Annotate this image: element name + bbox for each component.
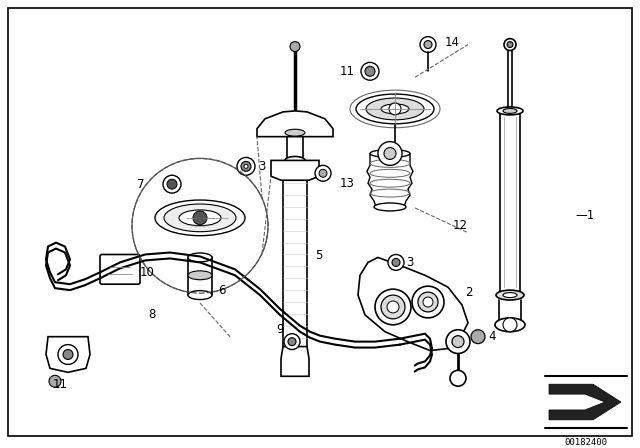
Ellipse shape (350, 90, 440, 128)
Ellipse shape (496, 290, 524, 300)
Circle shape (49, 375, 61, 387)
Ellipse shape (497, 107, 523, 115)
Circle shape (63, 349, 73, 359)
Circle shape (284, 334, 300, 349)
Polygon shape (358, 258, 468, 350)
Polygon shape (281, 347, 309, 376)
Circle shape (237, 157, 255, 175)
Circle shape (167, 179, 177, 189)
Circle shape (319, 169, 327, 177)
Circle shape (290, 42, 300, 52)
Circle shape (392, 258, 400, 267)
Text: 8: 8 (148, 308, 156, 321)
Text: —1: —1 (575, 209, 595, 222)
Circle shape (471, 330, 485, 344)
Text: 13: 13 (340, 177, 355, 190)
Circle shape (418, 292, 438, 312)
Text: 3: 3 (406, 256, 413, 269)
Polygon shape (367, 154, 413, 207)
Circle shape (193, 211, 207, 225)
Circle shape (384, 147, 396, 159)
Circle shape (503, 318, 517, 332)
Circle shape (389, 103, 401, 115)
Circle shape (412, 286, 444, 318)
Ellipse shape (155, 200, 245, 236)
Circle shape (315, 165, 331, 181)
Circle shape (420, 37, 436, 52)
Ellipse shape (188, 291, 212, 300)
Ellipse shape (374, 203, 406, 211)
Circle shape (507, 42, 513, 47)
Circle shape (504, 39, 516, 51)
Text: 11: 11 (52, 378, 67, 391)
Text: 6: 6 (218, 284, 225, 297)
Circle shape (361, 62, 379, 80)
Circle shape (365, 66, 375, 76)
Polygon shape (46, 337, 90, 372)
Text: 10: 10 (140, 266, 155, 279)
Ellipse shape (366, 98, 424, 120)
Text: 9: 9 (276, 323, 284, 336)
Circle shape (163, 175, 181, 193)
Circle shape (388, 254, 404, 270)
Circle shape (387, 301, 399, 313)
Circle shape (375, 289, 411, 325)
Circle shape (58, 345, 78, 364)
Ellipse shape (503, 293, 517, 297)
Polygon shape (271, 160, 319, 180)
Ellipse shape (188, 253, 212, 262)
FancyBboxPatch shape (100, 254, 140, 284)
Text: 5: 5 (315, 249, 323, 262)
Circle shape (424, 41, 432, 48)
Ellipse shape (164, 204, 236, 232)
Ellipse shape (188, 271, 212, 280)
Text: 14: 14 (445, 36, 460, 49)
Text: 3: 3 (258, 160, 266, 173)
Polygon shape (549, 384, 621, 420)
Ellipse shape (381, 104, 409, 114)
Ellipse shape (285, 156, 305, 164)
Circle shape (452, 336, 464, 348)
Text: 11: 11 (340, 65, 355, 78)
Circle shape (241, 161, 251, 171)
Circle shape (446, 330, 470, 353)
Circle shape (381, 295, 405, 319)
Text: 2: 2 (465, 286, 472, 299)
Circle shape (450, 370, 466, 386)
Text: 4: 4 (488, 330, 495, 343)
Bar (500, 111, 520, 292)
Bar (283, 180, 307, 347)
Circle shape (423, 297, 433, 307)
Text: 00182400: 00182400 (564, 438, 607, 447)
Ellipse shape (495, 318, 525, 332)
Polygon shape (257, 111, 333, 137)
Ellipse shape (179, 210, 221, 226)
Ellipse shape (285, 129, 305, 136)
Circle shape (244, 164, 248, 168)
Circle shape (288, 338, 296, 345)
Ellipse shape (370, 150, 410, 157)
Text: 7: 7 (138, 178, 145, 191)
Ellipse shape (503, 108, 517, 113)
Circle shape (378, 142, 402, 165)
Ellipse shape (356, 94, 434, 124)
Text: 12: 12 (453, 219, 468, 232)
